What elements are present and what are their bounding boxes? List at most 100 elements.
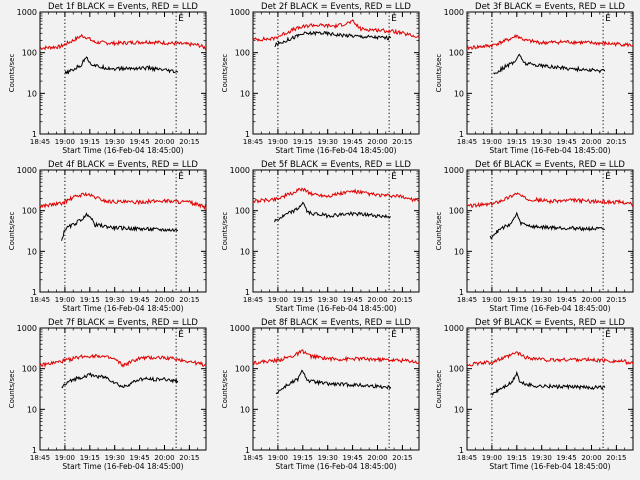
panel-title: Det 4f BLACK = Events, RED = LLD <box>48 160 198 170</box>
y-tick-label: 100 <box>449 365 464 374</box>
x-tick-label: 19:30 <box>532 454 552 462</box>
events-series-line <box>61 372 179 389</box>
x-tick-label: 20:15 <box>392 454 412 462</box>
time-marker-label: E <box>605 330 611 340</box>
y-axis-title: Counts/sec <box>221 54 229 93</box>
y-tick-label: 10 <box>27 247 37 256</box>
x-tick-label: 20:00 <box>581 138 601 146</box>
x-axis-title: Start Time (16-Feb-04 18:45:00) <box>62 304 183 313</box>
x-tick-label: 20:15 <box>179 296 199 304</box>
x-tick-label: 19:00 <box>55 296 75 304</box>
x-tick-label: 18:45 <box>30 138 50 146</box>
x-axis-title: Start Time (16-Feb-04 18:45:00) <box>489 304 610 313</box>
x-tick-label: 19:45 <box>130 138 150 146</box>
y-tick-label: 1000 <box>17 166 37 175</box>
x-tick-label: 19:15 <box>80 296 100 304</box>
panel-title: Det 3f BLACK = Events, RED = LLD <box>475 2 625 12</box>
y-axis-title: Counts/sec <box>435 54 443 93</box>
x-tick-label: 19:45 <box>343 138 363 146</box>
y-axis-title: Counts/sec <box>435 370 443 409</box>
y-tick-label: 1 <box>32 130 37 139</box>
x-tick-label: 20:00 <box>581 454 601 462</box>
panel-title: Det 6f BLACK = Events, RED = LLD <box>475 160 625 170</box>
events-series-line <box>61 212 179 241</box>
x-tick-label: 19:30 <box>532 296 552 304</box>
x-tick-label: 19:00 <box>268 138 288 146</box>
x-tick-label: 19:00 <box>482 454 502 462</box>
x-axis-title: Start Time (16-Feb-04 18:45:00) <box>275 304 396 313</box>
y-tick-label: 10 <box>454 89 464 98</box>
y-tick-label: 10 <box>240 405 250 414</box>
x-tick-label: 20:00 <box>367 454 387 462</box>
detector-panel: Det 8f BLACK = Events, RED = LLD 1 10 100 10… <box>221 318 420 471</box>
y-tick-label: 100 <box>22 365 37 374</box>
x-tick-label: 19:45 <box>557 454 577 462</box>
y-tick-label: 1 <box>245 288 250 297</box>
x-tick-label: 19:00 <box>482 138 502 146</box>
x-tick-label: 18:45 <box>457 454 477 462</box>
x-tick-label: 19:45 <box>557 296 577 304</box>
x-tick-label: 19:15 <box>507 296 527 304</box>
y-tick-label: 10 <box>240 89 250 98</box>
x-tick-label: 20:15 <box>392 296 412 304</box>
y-tick-label: 100 <box>235 49 250 58</box>
y-tick-label: 1000 <box>17 324 37 333</box>
x-tick-label: 19:30 <box>105 138 125 146</box>
events-series-line <box>275 369 392 395</box>
lld-series-line <box>252 19 420 43</box>
y-tick-label: 1000 <box>444 166 464 175</box>
x-tick-label: 19:45 <box>343 296 363 304</box>
x-tick-label: 19:15 <box>80 138 100 146</box>
x-tick-label: 18:45 <box>457 138 477 146</box>
y-tick-label: 100 <box>22 207 37 216</box>
y-tick-label: 100 <box>449 49 464 58</box>
y-tick-label: 10 <box>27 89 37 98</box>
panel-title: Det 1f BLACK = Events, RED = LLD <box>48 2 198 12</box>
lld-series-line <box>39 353 207 369</box>
x-axis-title: Start Time (16-Feb-04 18:45:00) <box>489 462 610 471</box>
y-tick-label: 1 <box>32 288 37 297</box>
x-tick-label: 20:15 <box>392 138 412 146</box>
x-tick-label: 20:00 <box>154 454 174 462</box>
detector-panel: Det 4f BLACK = Events, RED = LLD 1 10 100 10… <box>8 160 207 313</box>
x-tick-label: 18:45 <box>243 454 263 462</box>
y-axis-title: Counts/sec <box>8 212 16 251</box>
y-tick-label: 1000 <box>230 324 250 333</box>
lld-series-line <box>39 191 207 211</box>
x-tick-label: 19:30 <box>105 454 125 462</box>
detector-panel: Det 7f BLACK = Events, RED = LLD 1 10 100 10… <box>8 318 207 471</box>
y-axis-title: Counts/sec <box>8 370 16 409</box>
x-tick-label: 19:15 <box>80 454 100 462</box>
events-series-line <box>274 30 392 48</box>
x-tick-label: 19:15 <box>507 454 527 462</box>
lld-series-line <box>466 351 634 367</box>
detector-panel: Det 1f BLACK = Events, RED = LLD 1 10 100 10… <box>8 2 207 155</box>
events-series-line <box>64 56 179 75</box>
x-tick-label: 18:45 <box>30 296 50 304</box>
x-tick-label: 19:30 <box>318 138 338 146</box>
x-axis-title: Start Time (16-Feb-04 18:45:00) <box>62 146 183 155</box>
detector-panel: Det 3f BLACK = Events, RED = LLD 1 10 100 10… <box>435 2 634 155</box>
x-tick-label: 18:45 <box>30 454 50 462</box>
y-tick-label: 10 <box>27 405 37 414</box>
time-marker-label: E <box>391 14 397 24</box>
x-tick-label: 20:00 <box>581 296 601 304</box>
time-marker-label: E <box>605 172 611 182</box>
y-tick-label: 1000 <box>17 8 37 17</box>
x-tick-label: 19:00 <box>482 296 502 304</box>
y-tick-label: 100 <box>449 207 464 216</box>
y-axis-title: Counts/sec <box>8 54 16 93</box>
panel-title: Det 5f BLACK = Events, RED = LLD <box>261 160 411 170</box>
events-series-line <box>489 370 606 396</box>
lld-series-line <box>252 349 420 366</box>
y-tick-label: 10 <box>454 247 464 256</box>
x-tick-label: 19:30 <box>532 138 552 146</box>
x-tick-label: 19:15 <box>507 138 527 146</box>
panel-title: Det 9f BLACK = Events, RED = LLD <box>475 318 625 328</box>
x-tick-label: 20:15 <box>606 296 626 304</box>
lld-series-line <box>39 33 207 51</box>
y-tick-label: 10 <box>240 247 250 256</box>
x-tick-label: 20:15 <box>179 454 199 462</box>
x-tick-label: 20:15 <box>179 138 199 146</box>
